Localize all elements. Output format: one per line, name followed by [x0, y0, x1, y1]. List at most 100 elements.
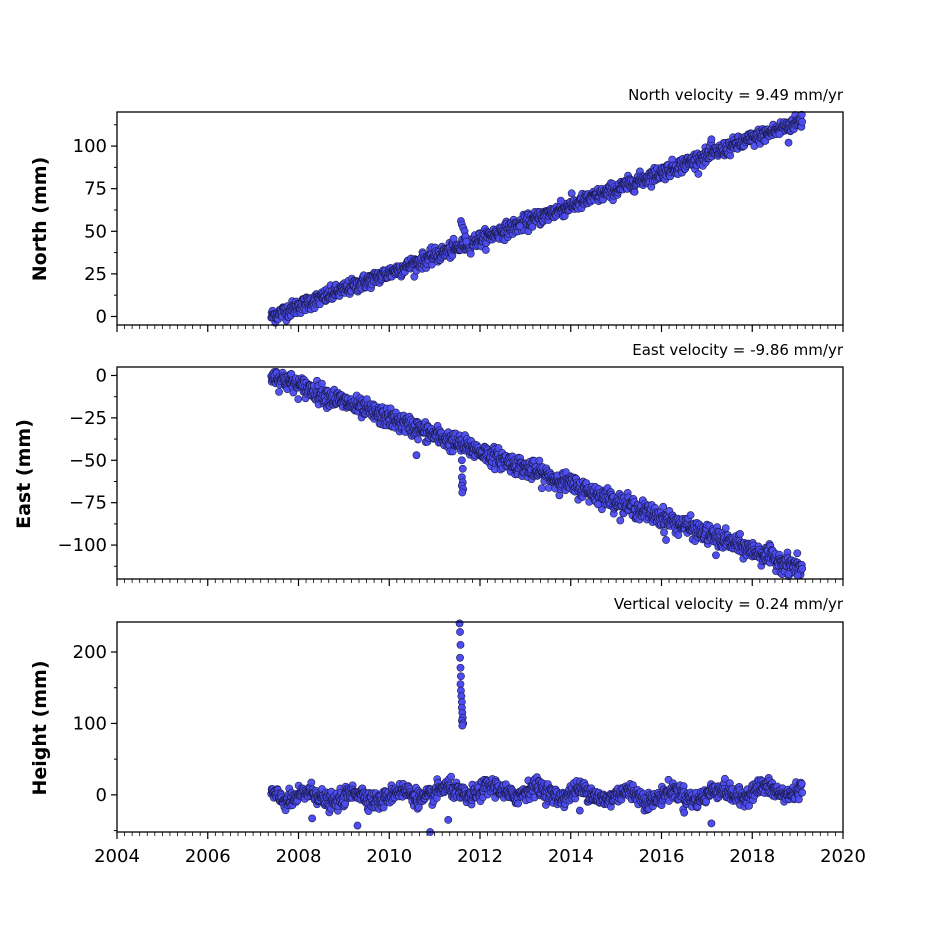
- x-tick-label-7: 2018: [729, 846, 775, 867]
- east-y-tick-label-3: −75: [69, 493, 107, 514]
- height-point: [794, 795, 803, 804]
- east-y-ticks: 0 −25 −50 −75 −100: [58, 365, 117, 567]
- north-x-minor-ticks: [116, 325, 844, 332]
- x-tick-label-6: 2016: [639, 846, 685, 867]
- east-y-tick-label-4: −100: [58, 535, 107, 556]
- east-point: [294, 395, 303, 404]
- north-y-tick-label-3: 75: [84, 179, 107, 200]
- east-point: [736, 529, 744, 538]
- east-point: [798, 564, 807, 573]
- height-y-axis-label: Height (mm): [29, 660, 51, 795]
- north-y-tick-label-1: 25: [84, 264, 107, 285]
- height-outlier-point: [456, 680, 465, 689]
- east-point: [555, 491, 564, 500]
- height-point: [447, 772, 455, 781]
- north-point: [528, 222, 537, 231]
- height-y-tick-label-2: 200: [73, 642, 107, 663]
- north-point: [466, 249, 475, 258]
- north-point: [798, 117, 807, 126]
- height-point: [721, 774, 729, 783]
- x-tick-label-3: 2010: [366, 846, 412, 867]
- east-data-points: [267, 367, 807, 581]
- east-x-minor-ticks: [116, 579, 844, 586]
- x-tick-label-0: 2004: [94, 846, 140, 867]
- north-y-tick-label-2: 50: [84, 221, 107, 242]
- height-data-points: [267, 619, 807, 836]
- height-outlier-point: [458, 721, 467, 730]
- north-outlier-point: [784, 138, 793, 147]
- height-x-ticks: 2004 2006 2008 2010 2012 2014 2016 2018 2020: [94, 832, 866, 867]
- north-outlier-point: [775, 130, 784, 139]
- x-tick-label-4: 2012: [457, 846, 503, 867]
- north-point: [481, 246, 490, 254]
- north-panel: North velocity = 9.49 mm/yr North (mm) 0…: [29, 86, 844, 332]
- height-outlier-point: [353, 821, 362, 830]
- north-outlier-point: [462, 237, 471, 246]
- x-tick-label-5: 2014: [548, 846, 594, 867]
- east-point: [535, 456, 544, 465]
- east-point: [793, 549, 802, 558]
- x-tick-label-8: 2020: [820, 846, 866, 867]
- east-panel: East velocity = -9.86 mm/yr East (mm) 0 −…: [13, 341, 844, 586]
- height-outlier-point: [707, 819, 716, 828]
- height-point: [798, 788, 807, 797]
- north-outlier-point: [556, 196, 565, 205]
- east-point: [659, 502, 668, 511]
- east-point: [537, 484, 546, 493]
- east-point: [660, 528, 668, 537]
- height-y-tick-label-1: 100: [73, 713, 107, 734]
- east-plot-frame: [116, 366, 844, 580]
- north-data-points: [267, 110, 807, 327]
- east-point: [686, 511, 695, 520]
- east-point: [721, 524, 730, 532]
- east-point: [275, 387, 283, 396]
- east-outlier-point: [458, 488, 467, 497]
- height-point: [514, 799, 523, 808]
- east-y-axis-label: East (mm): [13, 419, 35, 529]
- east-velocity-label: East velocity = -9.86 mm/yr: [632, 341, 844, 359]
- height-point: [797, 779, 806, 788]
- east-outlier-point: [712, 551, 720, 560]
- height-outlier-point: [575, 806, 584, 815]
- height-point: [307, 778, 316, 787]
- north-point: [694, 170, 703, 178]
- height-outlier-point: [455, 619, 464, 628]
- east-point: [414, 435, 422, 444]
- height-outlier-point: [308, 814, 317, 823]
- x-tick-label-2: 2008: [276, 846, 322, 867]
- north-y-tick-label-4: 100: [73, 136, 107, 157]
- north-outlier-point: [516, 222, 524, 231]
- x-tick-label-1: 2006: [185, 846, 231, 867]
- east-outlier-point: [793, 571, 802, 580]
- east-point: [674, 531, 683, 539]
- north-plot-frame: [116, 111, 844, 326]
- north-outlier-point: [707, 135, 716, 144]
- east-outlier-point: [458, 464, 467, 473]
- height-outlier-point: [457, 672, 465, 681]
- height-outlier-point: [456, 663, 465, 672]
- height-panel: Vertical velocity = 0.24 mm/yr Height (m…: [29, 595, 866, 867]
- height-outlier-point: [444, 815, 453, 824]
- east-outlier-point: [412, 451, 421, 460]
- east-y-tick-label-2: −50: [69, 450, 107, 471]
- height-plot-frame: [116, 621, 844, 833]
- height-outlier-point: [680, 808, 689, 817]
- east-point: [616, 516, 625, 525]
- east-outlier-point: [784, 570, 793, 578]
- east-y-tick-label-1: −25: [69, 408, 107, 429]
- height-outlier-point: [456, 640, 465, 649]
- height-y-tick-label-0: 0: [96, 785, 107, 806]
- east-outlier-point: [662, 536, 670, 544]
- height-outlier-point: [456, 653, 464, 662]
- east-outlier-point: [594, 500, 602, 509]
- north-y-ticks: 0 25 50 75 100: [73, 124, 117, 327]
- height-outlier-point: [456, 628, 464, 636]
- east-point: [318, 379, 326, 388]
- vertical-velocity-label: Vertical velocity = 0.24 mm/yr: [614, 595, 844, 613]
- north-y-tick-label-0: 0: [96, 306, 107, 327]
- north-velocity-label: North velocity = 9.49 mm/yr: [628, 86, 844, 104]
- east-y-tick-label-0: 0: [96, 365, 107, 386]
- height-point: [379, 803, 388, 812]
- north-point: [567, 189, 576, 198]
